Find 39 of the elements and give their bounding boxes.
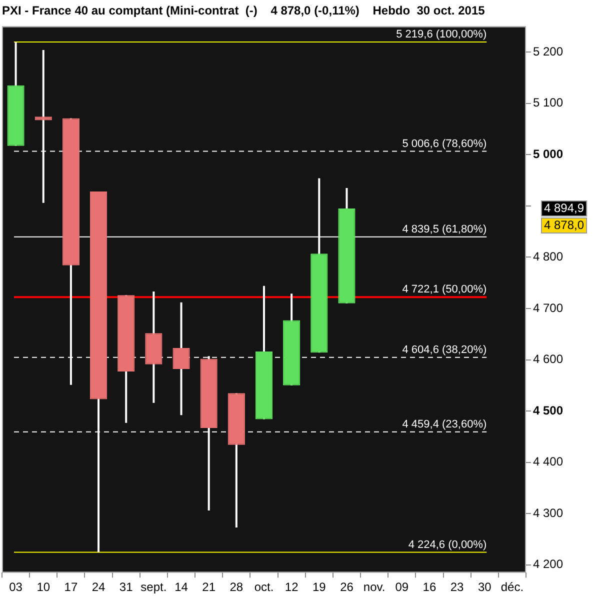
y-tick-label: 4 500 (533, 403, 564, 418)
ref-line-label: 5 006,6 (78,60%) (402, 138, 487, 150)
y-tick-label: 4 200 (533, 557, 564, 572)
x-tick-label: 24 (92, 580, 106, 594)
x-tick-label: 23 (450, 580, 464, 594)
x-tick-label: 28 (230, 580, 244, 594)
x-tick-label: 14 (174, 580, 188, 594)
y-tick-label: 5 000 (533, 146, 564, 161)
x-tick-label: 03 (9, 580, 23, 594)
ref-line-label: 5 219,6 (100,00%) (396, 28, 487, 41)
x-tick-label: 26 (340, 580, 354, 594)
x-tick-label: oct. (254, 580, 274, 594)
chart-title: PXI - France 40 au comptant (Mini-contrat (-) 4 878,0 (-0,11%) Hebdo 30 oct. 2015 (2, 4, 486, 18)
x-tick-label: 12 (284, 580, 299, 594)
x-tick-label: 10 (36, 580, 50, 594)
x-tick-label: 30 (478, 580, 492, 594)
x-tick-label: 17 (64, 580, 78, 594)
y-tick-label: 4 700 (533, 300, 564, 315)
ref-line-label: 4 604,6 (38,20%) (402, 344, 487, 356)
x-tick-label: 19 (312, 580, 326, 594)
x-tick-label: sept. (140, 580, 167, 594)
ref-line-label: 4 459,4 (23,60%) (402, 418, 487, 430)
y-tick-label: 5 200 (533, 44, 564, 58)
ref-line-label: 4 224,6 (0,00%) (408, 538, 487, 551)
y-tick-label: 4 800 (533, 250, 564, 264)
x-tick-label: déc. (500, 580, 524, 594)
ref-line-label: 4 839,5 (61,80%) (402, 223, 487, 236)
y-tick-label: 4 600 (533, 352, 564, 366)
y-tick-label: 4 400 (533, 454, 564, 469)
ref-line-label: 4 722,1 (50,00%) (402, 284, 487, 296)
y-tick-label: 5 100 (533, 96, 564, 110)
x-tick-label: 31 (119, 580, 134, 594)
x-tick-label: 09 (395, 580, 409, 594)
text: 4 878,0 (544, 218, 584, 232)
y-tick-label: 4 300 (533, 506, 564, 520)
x-tick-label: 16 (422, 580, 436, 594)
text: 4 894,9 (544, 200, 584, 215)
x-tick-label: 21 (202, 580, 216, 594)
x-tick-label: nov. (363, 580, 386, 594)
